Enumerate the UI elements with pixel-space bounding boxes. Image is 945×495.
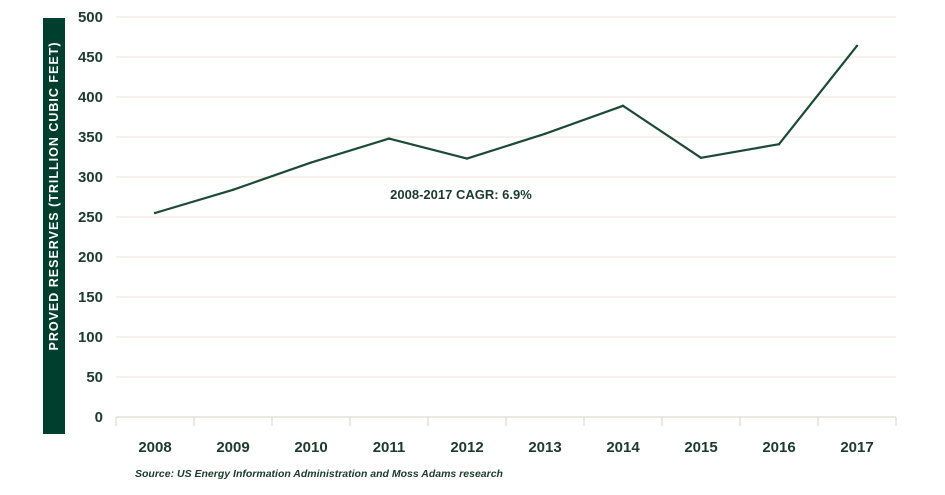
data-point bbox=[855, 44, 859, 47]
y-tick-label: 400 bbox=[78, 89, 103, 106]
data-point bbox=[153, 211, 157, 215]
x-tick-label: 2008 bbox=[138, 439, 171, 456]
y-tick-labels: 0 50 100 150 200 250 300 350 400 450 500 bbox=[78, 9, 103, 426]
x-tick-label: 2010 bbox=[294, 439, 327, 456]
y-tick-label: 450 bbox=[78, 49, 103, 66]
x-tick-label: 2012 bbox=[450, 439, 483, 456]
data-point bbox=[231, 188, 235, 191]
cagr-annotation: 2008-2017 CAGR: 6.9% bbox=[390, 187, 532, 202]
data-point bbox=[543, 132, 547, 135]
y-tick-label: 200 bbox=[78, 249, 103, 266]
x-tick-label: 2016 bbox=[762, 439, 795, 456]
y-tick-label: 300 bbox=[78, 169, 103, 186]
y-axis-label: PROVED RESERVES (TRILLION CUBIC FEET) bbox=[47, 41, 61, 350]
series-line bbox=[154, 45, 858, 215]
source-note: Source: US Energy Information Administra… bbox=[135, 468, 503, 480]
y-tick-label: 50 bbox=[86, 369, 103, 386]
data-point bbox=[777, 143, 781, 146]
data-point bbox=[387, 137, 391, 140]
x-tick-label: 2011 bbox=[373, 439, 406, 456]
y-tick-label: 0 bbox=[95, 409, 103, 426]
y-tick-label: 100 bbox=[78, 329, 103, 346]
y-tick-label: 150 bbox=[78, 289, 103, 306]
x-tick-label: 2014 bbox=[606, 439, 640, 456]
gridlines bbox=[115, 16, 897, 426]
x-tick-label: 2009 bbox=[216, 439, 249, 456]
series-group bbox=[153, 44, 859, 215]
x-tick-label: 2013 bbox=[528, 439, 561, 456]
y-tick-label: 500 bbox=[78, 9, 103, 26]
x-tick-label: 2015 bbox=[684, 439, 717, 456]
y-axis-label-band bbox=[43, 18, 65, 434]
data-point bbox=[699, 156, 703, 159]
data-point bbox=[309, 161, 313, 164]
x-tick-label: 2017 bbox=[840, 439, 873, 456]
y-tick-label: 250 bbox=[78, 209, 103, 226]
y-tick-label: 350 bbox=[78, 129, 103, 146]
data-point bbox=[621, 104, 625, 108]
data-point bbox=[465, 157, 469, 160]
x-tick-labels: 2008 2009 2010 2011 2012 2013 2014 2015 2016 2017 bbox=[138, 439, 873, 456]
